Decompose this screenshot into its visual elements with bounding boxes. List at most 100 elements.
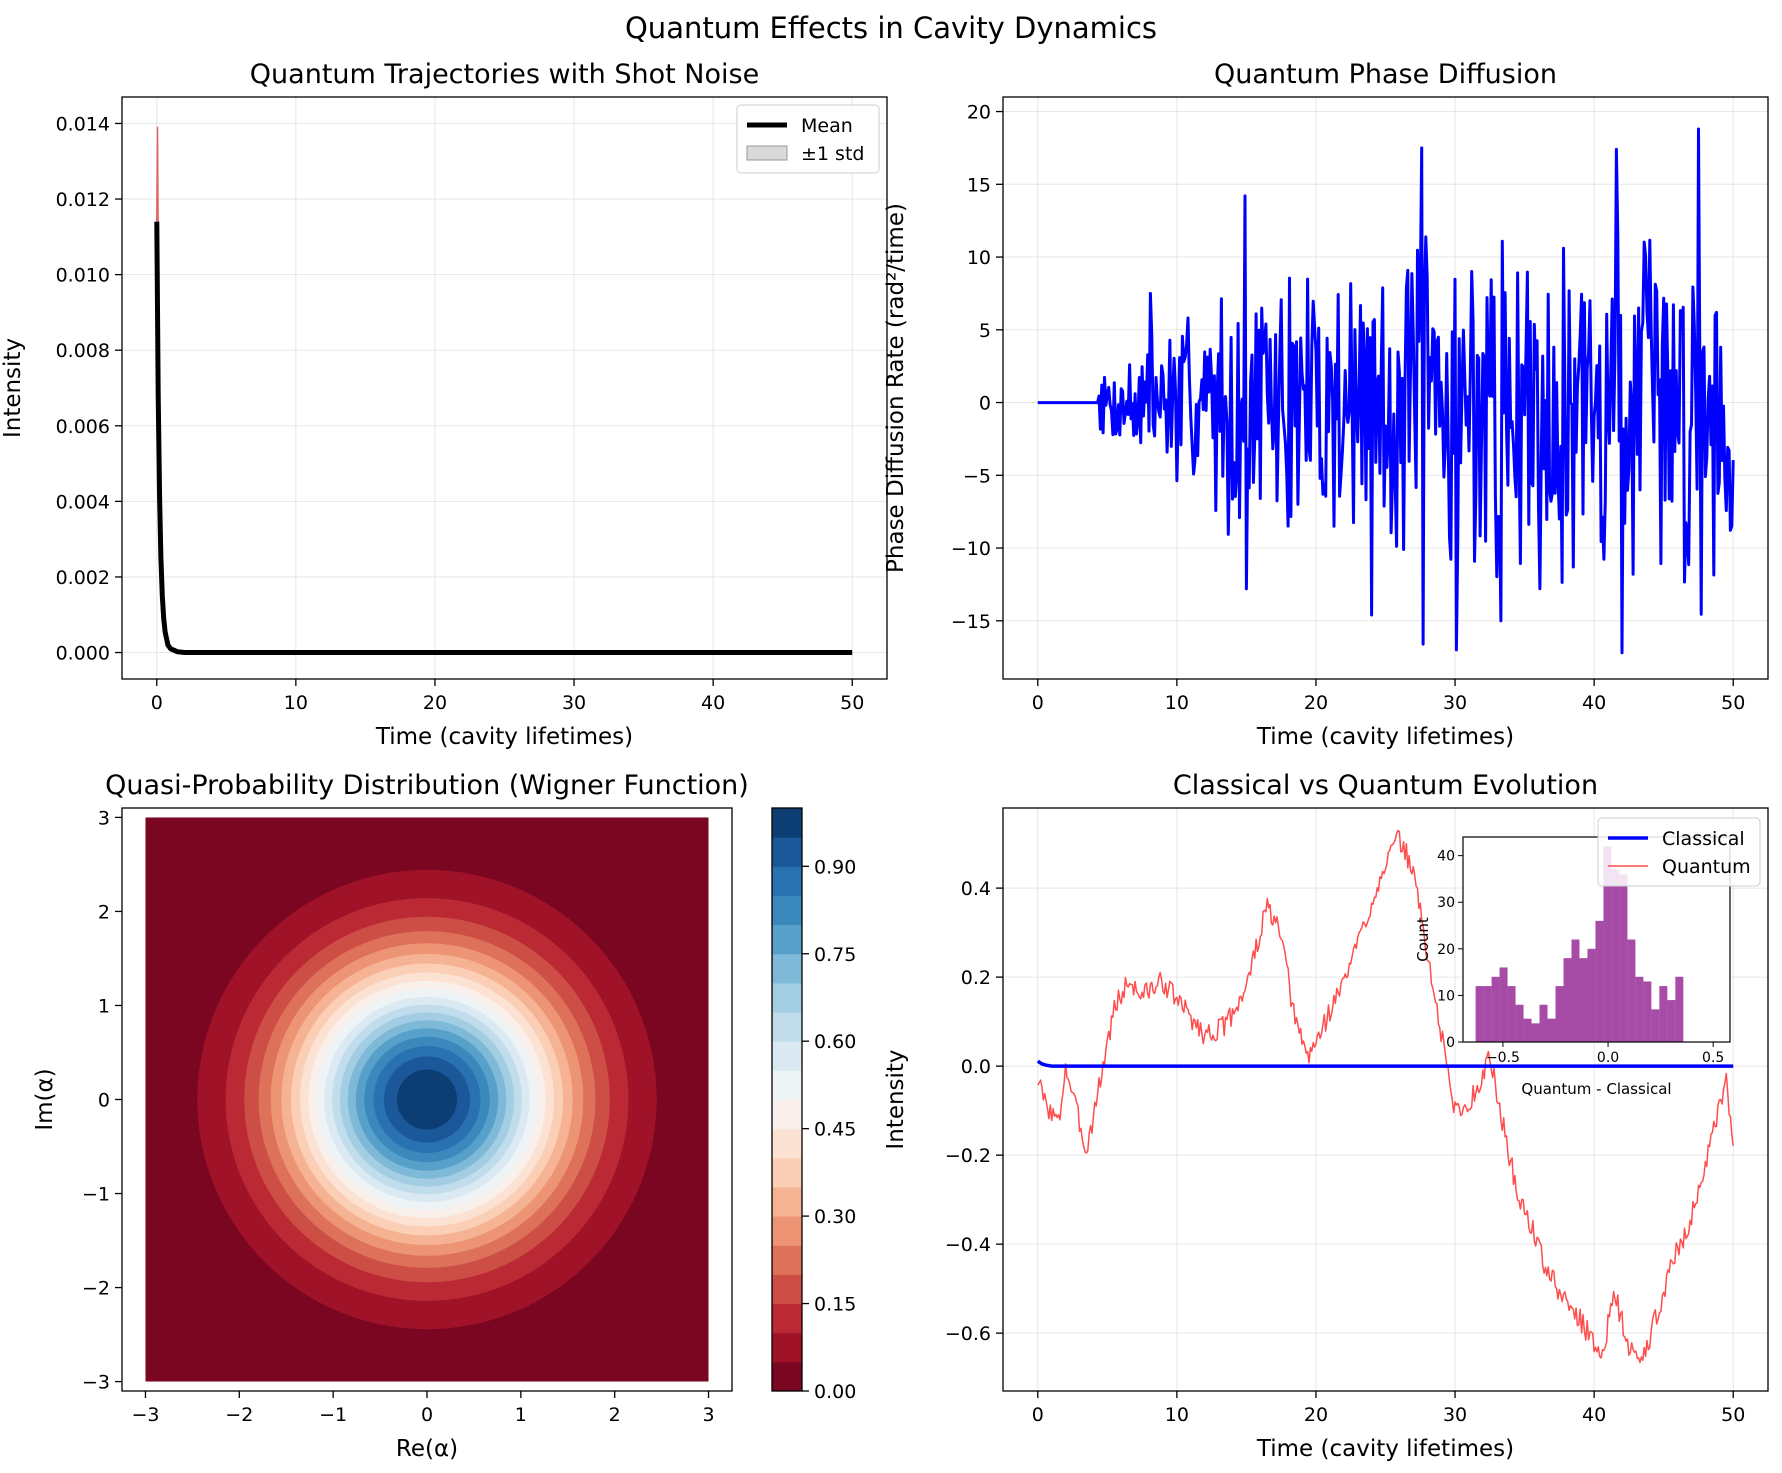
colorbar-frame — [771, 807, 803, 1392]
y-tick-label: −3 — [82, 1372, 110, 1394]
mean-line — [154, 221, 853, 655]
x-tick-label: 2 — [609, 1404, 621, 1426]
x-tick-label: 50 — [840, 692, 864, 714]
inset-y-tick-label: 30 — [1437, 895, 1455, 911]
plot-frame — [121, 96, 888, 680]
x-tick-label: 10 — [1165, 692, 1189, 714]
x-tick-label: 30 — [1443, 1404, 1467, 1426]
plot-frame — [121, 807, 733, 1392]
x-axis-label: Time (cavity lifetimes) — [1256, 1436, 1514, 1462]
colorbar-segment — [772, 1041, 802, 1071]
colorbar-segment — [772, 1099, 802, 1130]
y-tick-label: 0.4 — [961, 878, 991, 900]
x-tick-label: 50 — [1721, 1404, 1745, 1426]
histogram-bar — [1539, 1004, 1548, 1042]
x-tick-label: 50 — [1721, 692, 1745, 714]
classical-line — [1036, 1059, 1734, 1068]
panel-evolution: 0 10 20 30 40 50 −0.6 −0.4 −0.2 0.0 0.2 0.4 Classica… — [883, 770, 1769, 1462]
colorbar-segment — [772, 837, 802, 867]
x-tick-label: 30 — [1443, 692, 1467, 714]
figure-suptitle: Quantum Effects in Cavity Dynamics — [625, 11, 1157, 45]
inset-y-tick-label: 0 — [1446, 1035, 1455, 1051]
histogram-bar — [1563, 958, 1572, 1042]
legend-label-mean: Mean — [801, 115, 853, 137]
x-tick-label: 40 — [1582, 692, 1606, 714]
legend-label-quantum: Quantum — [1662, 856, 1751, 878]
colorbar-segment — [772, 924, 802, 955]
colorbar-tick-label: 0.90 — [814, 856, 856, 878]
y-tick-label: 0.012 — [56, 189, 110, 211]
inset-frame — [1462, 836, 1731, 1043]
colorbar-segment — [772, 895, 802, 926]
histogram-bar — [1635, 976, 1644, 1042]
legend-box — [736, 104, 880, 174]
x-tick-label: 30 — [562, 692, 586, 714]
x-axis-label: Time (cavity lifetimes) — [375, 724, 633, 750]
x-tick-label: 10 — [284, 692, 308, 714]
x-tick-label: −2 — [225, 1404, 253, 1426]
y-tick-label: 10 — [967, 247, 991, 269]
histogram-bar — [1483, 986, 1492, 1042]
colorbar-segment — [772, 1303, 802, 1334]
histogram-bar — [1579, 958, 1588, 1042]
histogram-bar — [1491, 976, 1500, 1042]
y-axis-label: Intensity — [0, 338, 26, 438]
x-tick-label: 1 — [515, 1404, 527, 1426]
y-tick-label: 0.006 — [56, 416, 110, 438]
x-tick-label: 0 — [421, 1404, 433, 1426]
trajectory-line — [156, 126, 159, 230]
x-tick-label: 10 — [1165, 1404, 1189, 1426]
chart-title: Quantum Phase Diffusion — [1214, 59, 1557, 90]
inset-y-label: Count — [1414, 917, 1432, 962]
histogram-bar — [1603, 846, 1612, 1042]
legend: Classical Quantum — [1597, 817, 1761, 887]
legend-box — [1597, 817, 1761, 887]
y-tick-label: 3 — [98, 807, 110, 829]
x-tick-label: 0 — [151, 692, 163, 714]
plot-frame — [1002, 96, 1769, 680]
y-tick-label: −10 — [951, 538, 991, 560]
histogram-bar — [1475, 986, 1484, 1042]
histogram-bar — [1507, 986, 1516, 1042]
contour-level — [396, 1069, 458, 1130]
histogram-bar — [1611, 869, 1620, 1042]
y-axis-label: Intensity — [883, 1049, 909, 1149]
histogram-bar — [1643, 981, 1652, 1042]
x-tick-label: 40 — [701, 692, 725, 714]
colorbar-segment — [772, 1070, 802, 1100]
y-tick-label: 2 — [98, 901, 110, 923]
histogram-bar — [1667, 1000, 1676, 1042]
y-tick-label: 0.2 — [961, 967, 991, 989]
x-tick-label: 0 — [1032, 692, 1044, 714]
y-tick-label: −1 — [82, 1184, 110, 1206]
histogram-bar — [1587, 948, 1596, 1042]
phase-diffusion-line — [1037, 127, 1735, 655]
histogram-bar — [1675, 976, 1684, 1042]
histogram-bar — [1555, 986, 1564, 1042]
inset-y-tick-label: 40 — [1437, 849, 1455, 865]
x-tick-label: 20 — [1304, 692, 1328, 714]
histogram-bar — [1499, 967, 1508, 1042]
y-tick-label: 0 — [979, 393, 991, 415]
x-axis-label: Re(α) — [396, 1436, 458, 1462]
colorbar-segment — [772, 1245, 802, 1275]
colorbar-segment — [772, 1012, 802, 1042]
panel-phase-diffusion: 0 10 20 30 40 50 −15 −10 −5 0 5 10 15 20 Quantum Phase… — [883, 59, 1769, 750]
y-tick-label: 0.000 — [56, 643, 110, 665]
y-axis-label: Phase Diffusion Rate (rad²/time) — [883, 203, 909, 573]
y-tick-label: 0.008 — [56, 340, 110, 362]
histogram-bar — [1595, 920, 1604, 1042]
y-tick-label: 15 — [967, 174, 991, 196]
y-tick-label: −0.4 — [945, 1234, 991, 1256]
inset-x-tick-label: 0.0 — [1597, 1050, 1619, 1066]
panel-wigner: −3 −2 −1 0 1 2 3 −3 −2 −1 0 1 2 3 Quasi-Probability Di… — [32, 770, 856, 1462]
histogram-bar — [1523, 1018, 1532, 1042]
panel-trajectories: 0 10 20 30 40 50 0.000 0.002 0.004 0.006 0.008 0.01… — [0, 59, 888, 750]
legend-label-classical: Classical — [1662, 828, 1745, 850]
x-tick-label: 20 — [423, 692, 447, 714]
y-tick-label: −5 — [963, 465, 991, 487]
colorbar-segment — [772, 866, 802, 896]
histogram-bar — [1651, 1009, 1660, 1042]
histogram-bar — [1627, 939, 1636, 1042]
y-tick-label: 20 — [967, 102, 991, 124]
